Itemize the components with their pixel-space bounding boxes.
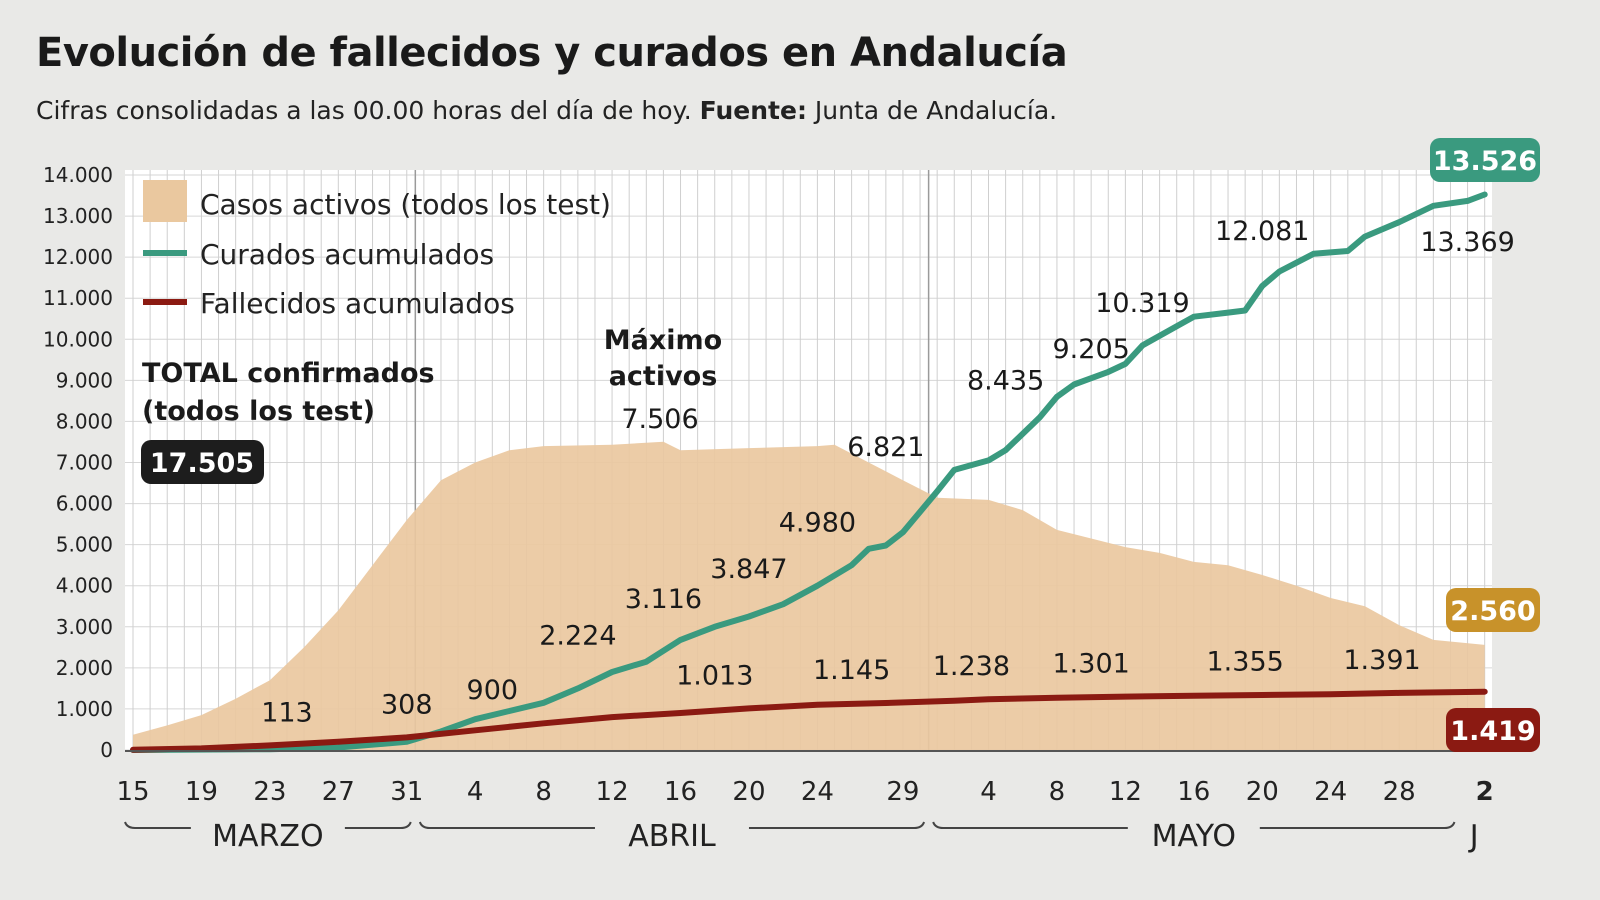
subtitle-text: Cifras consolidadas a las 00.00 horas de… (36, 96, 692, 125)
data-label: 12.081 (1215, 216, 1309, 247)
data-label: 900 (467, 675, 519, 706)
x-tick-label: 15 (116, 777, 149, 807)
data-label: 1.238 (933, 651, 1010, 682)
total-confirmed-line1: TOTAL confirmados (142, 358, 435, 389)
source-text: Junta de Andalucía. (814, 96, 1058, 125)
month-label: ABRIL (628, 819, 716, 854)
final-value-text: 1.419 (1450, 716, 1535, 747)
month-label: J (1468, 819, 1479, 854)
x-tick-label: 4 (467, 777, 484, 807)
legend-label-curados: Curados acumulados (200, 238, 494, 271)
total-confirmed-value: 17.505 (150, 448, 254, 479)
data-label: 3.847 (710, 554, 787, 585)
max-active-note: Máximo activos 7.506 (604, 325, 722, 435)
max-active-line1: Máximo (604, 325, 722, 356)
data-label: 1.145 (813, 655, 890, 686)
data-label: 1.013 (676, 660, 753, 691)
data-label: 1.391 (1343, 645, 1420, 676)
month-bracket (748, 821, 926, 829)
x-tick-label: 31 (390, 777, 423, 807)
month-bracket (344, 821, 412, 829)
data-label: 1.355 (1207, 646, 1284, 677)
x-tick-label: 24 (801, 777, 834, 807)
month-bracket (418, 821, 595, 829)
y-tick-label: 12.000 (43, 245, 113, 269)
legend-label-fallecidos: Fallecidos acumulados (200, 287, 515, 320)
month-label: MARZO (212, 819, 323, 854)
y-tick-label: 9.000 (56, 368, 113, 392)
x-tick-label: 12 (1109, 777, 1142, 807)
legend-swatch-activos (143, 180, 187, 222)
max-active-line2: activos (609, 361, 718, 392)
legend-label-activos: Casos activos (todos los test) (200, 188, 611, 221)
x-tick-label: 20 (732, 777, 765, 807)
data-label: 9.205 (1053, 334, 1130, 365)
x-tick-label: 20 (1246, 777, 1279, 807)
y-tick-label: 0 (100, 738, 113, 762)
month-label: MAYO (1152, 819, 1236, 854)
y-tick-label: 2.000 (56, 656, 113, 680)
y-tick-label: 10.000 (43, 327, 113, 351)
source-label: Fuente: (699, 96, 807, 125)
data-label: 3.116 (625, 584, 702, 615)
total-confirmed-badge (141, 440, 264, 484)
y-tick-label: 14.000 (43, 163, 113, 187)
x-tick-label: 24 (1314, 777, 1347, 807)
curados-line (130, 191, 1488, 753)
data-label: 8.435 (967, 366, 1044, 397)
x-tick-label: 12 (596, 777, 629, 807)
data-label: 4.980 (779, 507, 856, 538)
y-tick-label: 4.000 (56, 574, 113, 598)
final-value-text: 13.526 (1433, 146, 1537, 177)
total-confirmed-note: TOTAL confirmados (todos los test) 17.50… (141, 358, 435, 484)
month-bracket (124, 821, 191, 829)
data-label: 308 (381, 689, 433, 720)
x-tick-label: 8 (535, 777, 552, 807)
y-tick-label: 3.000 (56, 615, 113, 639)
active-cases-area (133, 441, 1485, 750)
chart-title: Evolución de fallecidos y curados en And… (36, 30, 1068, 76)
x-tick-label: 19 (185, 777, 218, 807)
x-tick-label: 16 (664, 777, 697, 807)
fallecidos-line (130, 688, 1488, 753)
x-tick-label: 8 (1049, 777, 1066, 807)
data-label: 13.369 (1420, 227, 1514, 258)
x-tick-label: 23 (253, 777, 286, 807)
month-bracket (932, 821, 1128, 829)
x-tick-label: 29 (886, 777, 919, 807)
total-confirmed-line2: (todos los test) (142, 396, 375, 427)
y-tick-label: 8.000 (56, 409, 113, 433)
data-label: 113 (261, 697, 313, 728)
legend: Casos activos (todos los test) Curados a… (143, 180, 611, 320)
month-bracket (1259, 821, 1456, 829)
y-tick-label: 1.000 (56, 697, 113, 721)
max-active-value: 7.506 (621, 404, 698, 435)
final-value-badge (1430, 138, 1540, 182)
final-value-badge (1446, 588, 1540, 632)
data-label: 1.301 (1053, 649, 1130, 680)
x-tick-label: 28 (1383, 777, 1416, 807)
chart-subtitle: Cifras consolidadas a las 00.00 horas de… (36, 96, 1057, 125)
x-tick-label: 2 (1476, 777, 1494, 807)
final-value-text: 2.560 (1450, 596, 1535, 627)
x-tick-label: 4 (980, 777, 997, 807)
y-tick-label: 6.000 (56, 492, 113, 516)
y-tick-label: 11.000 (43, 286, 113, 310)
data-label: 6.821 (847, 432, 924, 463)
y-tick-label: 7.000 (56, 451, 113, 475)
x-tick-label: 27 (322, 777, 355, 807)
y-tick-label: 5.000 (56, 533, 113, 557)
data-label: 2.224 (539, 621, 616, 652)
y-tick-label: 13.000 (43, 204, 113, 228)
final-value-badge (1446, 708, 1540, 752)
x-tick-label: 16 (1177, 777, 1210, 807)
data-label: 10.319 (1095, 288, 1189, 319)
